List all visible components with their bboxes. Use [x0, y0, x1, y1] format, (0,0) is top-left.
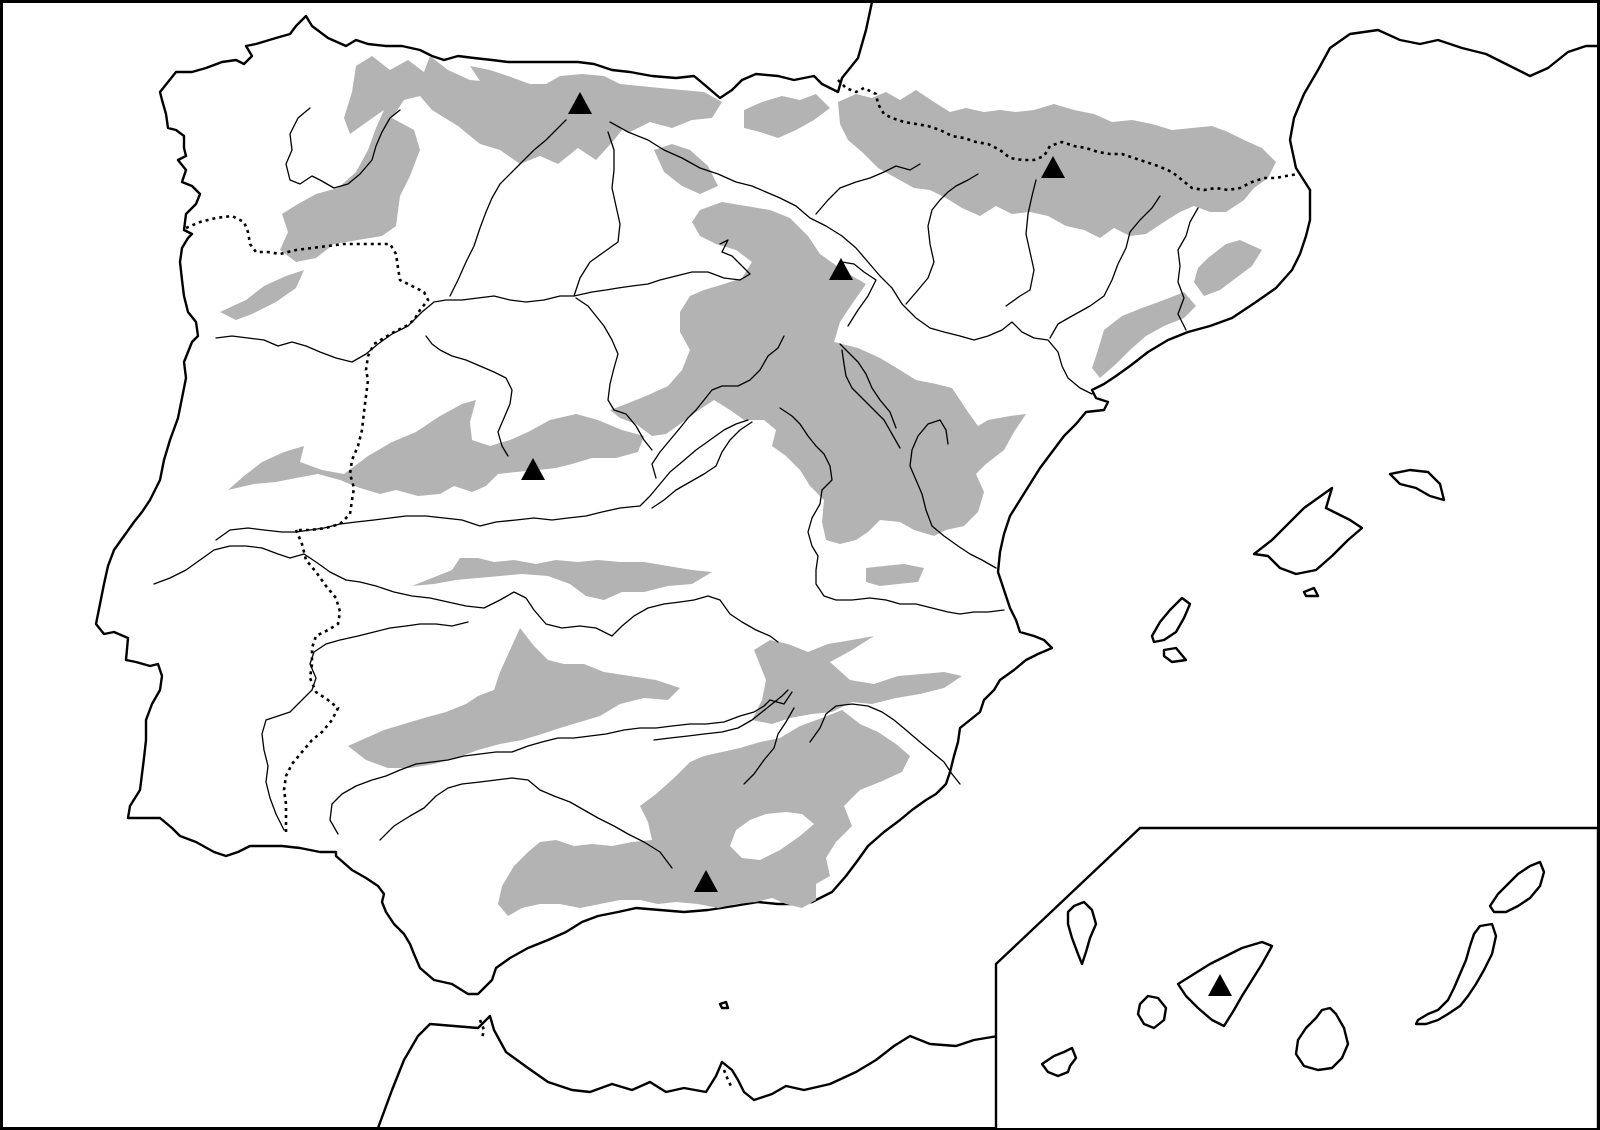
relief-central-system: [228, 400, 644, 496]
rivers: [153, 107, 1199, 869]
river-alberche: [425, 335, 513, 457]
relief-leon-mountains: [220, 270, 304, 320]
canary-islands-inset: [994, 826, 1600, 1128]
river-guadalquivir: [329, 691, 793, 835]
river-turia: [909, 419, 997, 569]
ibiza: [1150, 596, 1192, 644]
river-ebro: [609, 121, 1093, 395]
relief-iberian-south: [866, 564, 924, 586]
island-gran-canaria: [1294, 1006, 1350, 1072]
border-gibraltar: [478, 1019, 486, 1039]
relief-iberian-system: [610, 202, 1026, 544]
peak-markers: [521, 92, 1065, 892]
river-tajo-tributary: [651, 421, 753, 509]
river-jarama: [575, 297, 653, 451]
island-fuerteventura: [1414, 922, 1498, 1026]
river-segura: [809, 703, 961, 785]
iberia-coastline: [94, 14, 1312, 996]
north-africa-coastline: [376, 1014, 1000, 1130]
river-cinca-segre: [1049, 195, 1199, 339]
peak-canary-teide-triangle-icon: [1208, 974, 1232, 996]
river-cantabrian-tributary: [815, 163, 921, 215]
river-guadiana: [153, 545, 779, 643]
peak-cantabrian-triangle-icon: [568, 92, 592, 114]
inset-frame: [994, 826, 1600, 1128]
river-pisuerga: [573, 131, 621, 297]
river-aragon: [905, 173, 979, 305]
river-mino: [285, 107, 401, 189]
france-coastline: [836, 0, 1600, 192]
border-spain-portugal-north: [185, 214, 430, 532]
island-la-palma: [1066, 900, 1098, 966]
river-jalon: [841, 261, 877, 327]
river-mijares: [839, 343, 897, 429]
peak-pyrenees-triangle-icon: [1041, 156, 1065, 178]
cabrera: [1302, 586, 1320, 598]
river-genil: [379, 777, 673, 869]
river-tajo-upper: [651, 335, 785, 479]
river-cabriel: [841, 349, 901, 449]
river-segura-upper: [743, 707, 795, 785]
peak-penibetic-triangle-icon: [694, 870, 718, 892]
river-jucar-upper: [779, 407, 833, 491]
river-duero: [215, 239, 751, 363]
relief-catalan-north: [1194, 240, 1262, 296]
relief-basque: [744, 94, 830, 138]
menorca: [1388, 468, 1446, 502]
relief-cantabrian-south: [654, 144, 718, 194]
alboran-islet: [718, 1000, 730, 1010]
river-guadiana-lower: [261, 621, 469, 831]
river-esla: [449, 119, 567, 297]
relief-betic-system: [498, 710, 910, 916]
relief-picos-europa: [470, 66, 722, 132]
river-jucar: [807, 489, 1005, 615]
border-melilla: [722, 1069, 734, 1089]
borders: [185, 79, 1299, 1089]
peak-central-system-triangle-icon: [521, 458, 545, 480]
island-el-hierro: [1040, 1046, 1078, 1078]
river-la-mancha-channel: [653, 689, 789, 741]
relief-catalan-coastal: [1092, 292, 1196, 378]
river-gallego: [1005, 179, 1037, 307]
mallorca: [1252, 486, 1364, 576]
island-lanzarote: [1488, 860, 1546, 914]
river-tajo: [215, 419, 749, 541]
relief-sierra-segura: [752, 636, 962, 724]
border-spain-portugal-south: [282, 529, 342, 834]
formentera: [1162, 646, 1188, 664]
relief-sierra-morena: [348, 628, 680, 768]
peak-iberian-north-triangle-icon: [829, 258, 853, 280]
relief-toledo-mountains: [412, 558, 712, 600]
island-la-gomera: [1136, 994, 1168, 1030]
